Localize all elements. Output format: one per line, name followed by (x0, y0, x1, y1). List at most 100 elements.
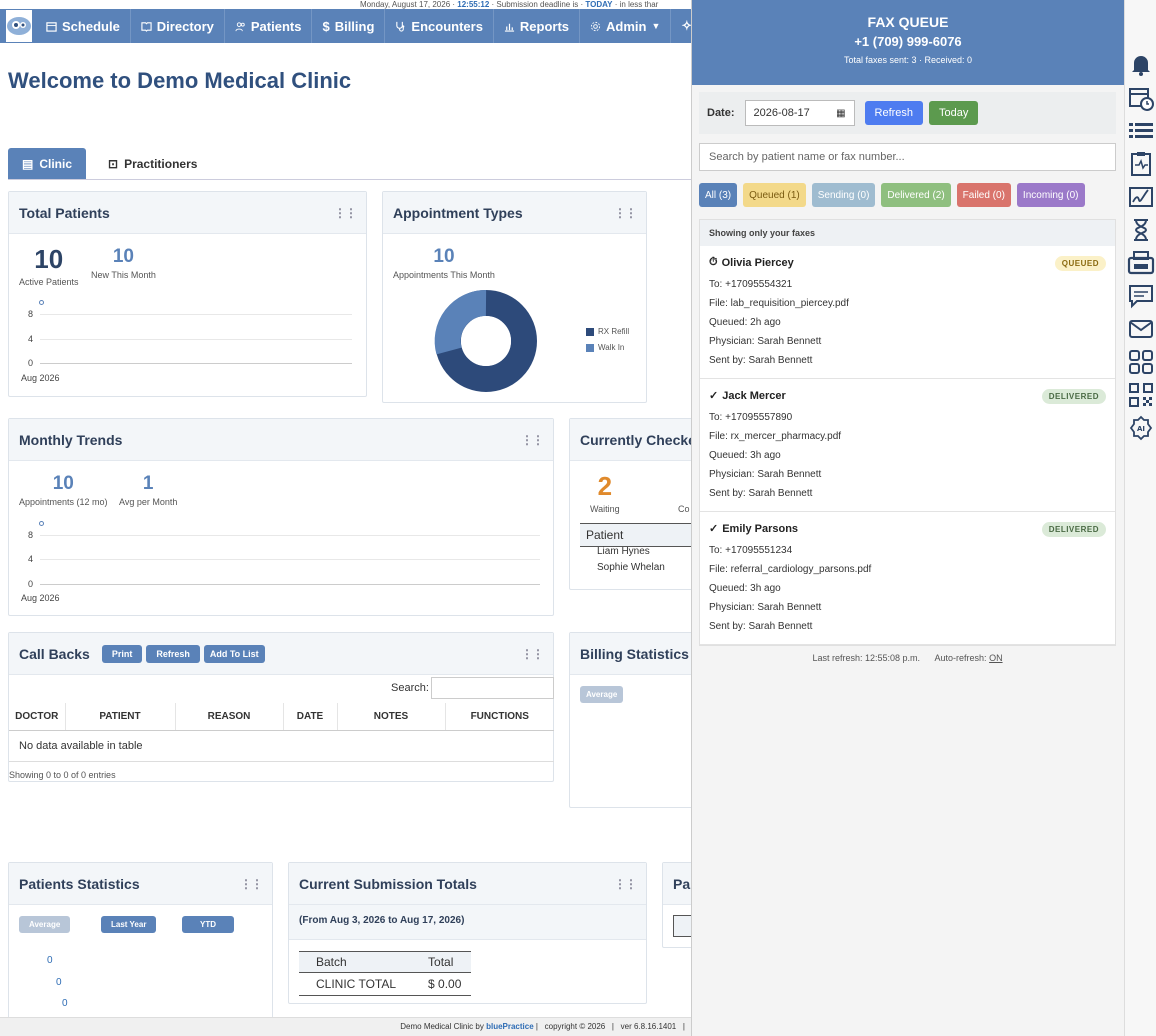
fax-to: To: +17095551234 (709, 545, 793, 556)
mail-icon[interactable] (1127, 315, 1155, 343)
drag-handle-icon[interactable]: ⋮⋮ (614, 205, 637, 220)
dashboard-tabs: ▤ Clinic ⊡ Practitioners (8, 148, 698, 180)
clinic-total-label: CLINIC TOTAL (316, 977, 397, 991)
empty-table-message: No data available in table (9, 731, 554, 762)
print-button[interactable]: Print (101, 644, 143, 663)
fax-icon[interactable] (1127, 249, 1155, 277)
column-header[interactable]: PATIENT (65, 703, 176, 731)
ai-icon[interactable]: AI (1127, 414, 1155, 442)
nav-directory-label: Directory (156, 18, 214, 34)
fax-item[interactable]: ✓ Jack Mercer DELIVERED To: +17095557890 … (700, 379, 1115, 512)
auto-refresh-toggle[interactable]: ON (989, 653, 1003, 663)
callbacks-search-input[interactable] (431, 677, 554, 699)
column-header[interactable]: NOTES (337, 703, 446, 731)
fax-date-bar: Date: 2026-08-17 ▦ Refresh Today (699, 92, 1116, 134)
last-year-button[interactable]: Last Year (101, 916, 157, 933)
drag-handle-icon[interactable]: ⋮⋮ (614, 876, 637, 891)
list-icon[interactable] (1127, 117, 1155, 145)
fax-today-button[interactable]: Today (929, 101, 979, 125)
patient-column-header: Patient (580, 523, 700, 547)
drag-handle-icon[interactable]: ⋮⋮ (334, 205, 357, 220)
drag-handle-icon[interactable]: ⋮⋮ (521, 432, 544, 447)
fax-file: File: lab_requisition_piercey.pdf (709, 298, 849, 309)
clipboard-pulse-icon[interactable] (1127, 150, 1155, 178)
filter-delivered[interactable]: Delivered (2) (881, 183, 951, 207)
nav-encounters-label: Encounters (411, 18, 483, 34)
nav-billing-label: Billing (334, 18, 375, 34)
tab-practitioners-label: Practitioners (124, 156, 198, 171)
waiting-value: 2 (597, 471, 613, 501)
fax-search-input[interactable]: Search by patient name or fax number... (699, 143, 1116, 171)
stethoscope-icon (396, 21, 405, 32)
refresh-button[interactable]: Refresh (146, 644, 200, 663)
fax-refresh-button[interactable]: Refresh (864, 101, 924, 125)
tab-practitioners[interactable]: ⊡ Practitioners (94, 148, 211, 179)
active-patients-value: 10 (34, 244, 64, 274)
nav-patients[interactable]: Patients (225, 9, 313, 43)
fax-sent-by: Sent by: Sarah Bennett (709, 621, 813, 632)
monthly-trends-widget: Monthly Trends ⋮⋮ 10 Appointments (12 mo)… (8, 418, 554, 616)
footer-brand-link[interactable]: bluePractice (486, 1022, 534, 1031)
date-input[interactable]: 2026-08-17 ▦ (744, 100, 855, 126)
average-button[interactable]: Average (580, 686, 624, 703)
nav-admin[interactable]: Admin ▼ (580, 9, 672, 43)
tab-clinic-label: Clinic (39, 156, 73, 171)
auto-refresh-label: Auto-refresh: (934, 653, 987, 663)
gridline (40, 314, 352, 315)
filter-incoming[interactable]: Incoming (0) (1016, 183, 1085, 207)
y-tick: 8 (28, 530, 34, 540)
date-label: Date: (707, 107, 735, 119)
gridline (40, 559, 540, 560)
column-header[interactable]: REASON (175, 703, 284, 731)
ytd-button[interactable]: YTD (182, 916, 234, 933)
chat-icon[interactable] (1127, 282, 1155, 310)
avg-per-month-label: Avg per Month (119, 497, 178, 507)
qr-code-icon[interactable] (1127, 381, 1155, 409)
hourglass-icon[interactable] (1127, 216, 1155, 244)
signature-icon[interactable] (1127, 183, 1155, 211)
deadline-tail: · in less thar (614, 0, 659, 9)
drag-handle-icon[interactable]: ⋮⋮ (240, 876, 263, 891)
filter-failed[interactable]: Failed (0) (956, 183, 1011, 207)
nav-admin-label: Admin (606, 18, 647, 34)
x-axis-label: Aug 2026 (21, 593, 60, 603)
filter-sending[interactable]: Sending (0) (811, 183, 876, 207)
fax-item[interactable]: ⏱ Olivia Piercey QUEUED To: +17095554321 … (700, 246, 1115, 379)
nav-directory[interactable]: Directory (131, 9, 225, 43)
fax-item[interactable]: ✓ Emily Parsons DELIVERED To: +1709555123… (700, 512, 1115, 645)
fax-queue-header: FAX QUEUE +1 (709) 999-6076 Total faxes … (692, 0, 1124, 85)
donut-slice-walk-in (434, 289, 487, 355)
nav-patients-label: Patients (250, 18, 302, 34)
clinic-logo[interactable] (6, 10, 32, 42)
logo-icon (7, 17, 31, 35)
average-button[interactable]: Average (19, 916, 71, 933)
checked-in-patient[interactable]: Liam Hynes (597, 546, 650, 557)
filter-queued[interactable]: Queued (1) (743, 183, 806, 207)
column-header[interactable]: DATE (283, 703, 338, 731)
tab-clinic[interactable]: ▤ Clinic (8, 148, 87, 179)
nav-reports[interactable]: Reports (494, 9, 581, 43)
last-refresh-text: Last refresh: 12:55:08 p.m. (812, 653, 920, 663)
drag-handle-icon[interactable]: ⋮⋮ (521, 646, 544, 661)
status-badge: DELIVERED (1041, 389, 1106, 404)
checked-in-patient[interactable]: Sophie Whelan (597, 562, 665, 573)
bell-icon[interactable] (1127, 50, 1155, 78)
calendar-icon: ▦ (836, 107, 846, 119)
column-header[interactable]: FUNCTIONS (445, 703, 554, 731)
gridline (40, 339, 352, 340)
calendar-icon (46, 21, 57, 32)
submission-table: Batch Total CLINIC TOTAL $ 0.00 (299, 951, 471, 996)
filter-all[interactable]: All (3) (699, 183, 738, 207)
fax-sent-by: Sent by: Sarah Bennett (709, 488, 813, 499)
column-header[interactable]: DOCTOR (9, 703, 66, 731)
add-to-list-button[interactable]: Add To List (203, 644, 265, 663)
checkmark-icon: ✓ (709, 523, 719, 535)
appointments-month-stat: 10 Appointments This Month (393, 246, 495, 280)
nav-billing[interactable]: $ Billing (312, 9, 386, 43)
current-time: 12:55:12 (457, 0, 490, 9)
nav-schedule[interactable]: Schedule (36, 9, 131, 43)
fax-queued: Queued: 2h ago (709, 317, 781, 328)
grid-icon[interactable] (1127, 348, 1155, 376)
calendar-clock-icon[interactable] (1127, 84, 1155, 112)
nav-encounters[interactable]: Encounters (385, 9, 494, 43)
